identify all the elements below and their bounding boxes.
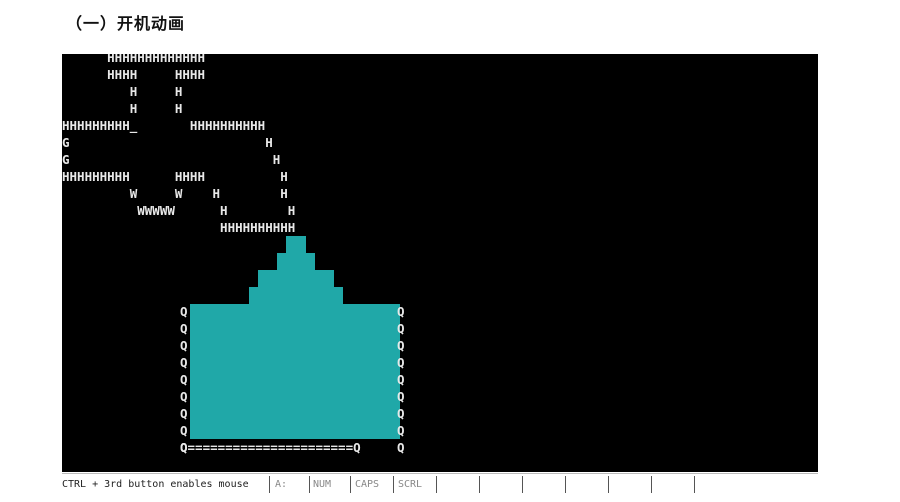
status-divider	[393, 476, 394, 493]
status-message: CTRL + 3rd button enables mouse	[62, 479, 249, 490]
status-divider	[436, 476, 437, 493]
section-heading: （一）开机动画	[66, 14, 186, 33]
emulator-status-bar: CTRL + 3rd button enables mouse A: NUM C…	[62, 473, 818, 494]
status-divider	[608, 476, 609, 493]
status-divider	[565, 476, 566, 493]
shape-step-3	[277, 253, 315, 270]
status-divider	[522, 476, 523, 493]
shape-body	[190, 304, 400, 439]
status-drive: A:	[275, 479, 288, 490]
status-divider	[350, 476, 351, 493]
ascii-art: HHHHHHHHHHHHH HHHH HHHH H H H H HHHHHHHH…	[62, 54, 296, 235]
cyan-shape	[190, 236, 400, 439]
q-border-left: Q Q Q Q Q Q Q Q Q	[180, 304, 188, 455]
shape-step-2	[258, 270, 334, 287]
q-border-right: Q Q Q Q Q Q Q Q Q	[397, 304, 405, 455]
status-scrl: SCRL	[398, 479, 423, 490]
shape-step-4	[286, 236, 306, 253]
status-caps: CAPS	[355, 479, 380, 490]
status-divider	[309, 476, 310, 493]
dos-console-screen[interactable]: HHHHHHHHHHHHH HHHH HHHH H H H H HHHHHHHH…	[62, 54, 818, 472]
status-divider	[651, 476, 652, 493]
status-divider	[694, 476, 695, 493]
shape-step-1	[249, 287, 343, 304]
status-num: NUM	[313, 479, 332, 490]
status-divider	[479, 476, 480, 493]
status-divider	[269, 476, 270, 493]
q-border-bottom: Q======================Q	[180, 440, 361, 455]
